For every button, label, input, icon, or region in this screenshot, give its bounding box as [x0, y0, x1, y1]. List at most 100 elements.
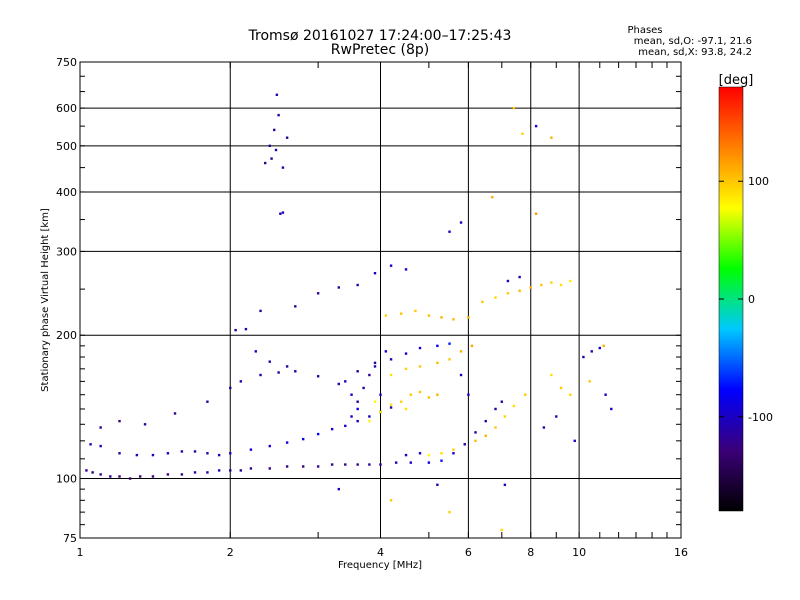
data-point — [193, 450, 197, 453]
plot-frame — [79, 61, 682, 539]
data-point — [275, 93, 279, 96]
data-point — [503, 415, 507, 418]
data-point — [598, 346, 601, 350]
data-point — [500, 400, 504, 403]
data-point — [542, 426, 546, 429]
data-point — [384, 350, 388, 353]
data-point — [521, 132, 524, 135]
data-point — [452, 452, 455, 455]
data-point — [409, 461, 412, 464]
data-point — [166, 473, 170, 476]
data-point — [474, 439, 477, 443]
data-point — [118, 452, 121, 455]
data-point — [573, 439, 576, 443]
data-point — [440, 452, 443, 455]
data-point — [555, 415, 558, 418]
data-point — [494, 426, 497, 429]
data-point — [418, 346, 422, 350]
phase-stats-o-mode: mean, sd,O: -97.1, 21.6 — [634, 36, 752, 47]
data-point — [166, 452, 170, 455]
data-point — [301, 437, 305, 441]
data-point — [316, 375, 320, 378]
data-point — [180, 473, 184, 476]
data-point — [459, 373, 463, 377]
chart-title: Tromsø 20161027 17:24:00–17:25:43 — [248, 28, 512, 44]
data-point — [470, 344, 474, 348]
colorbar-label: [deg] — [719, 73, 754, 88]
data-point — [559, 283, 563, 287]
data-point — [344, 424, 347, 428]
data-point — [389, 499, 393, 502]
data-point — [254, 350, 257, 353]
data-point — [414, 309, 417, 313]
y-tick-label: 100 — [56, 473, 77, 486]
data-point — [418, 365, 422, 368]
data-point — [550, 136, 553, 139]
phase-stats-box: Phases mean, sd,O: -97.1, 21.6 mean, sd,… — [627, 25, 752, 58]
data-point — [448, 358, 451, 361]
data-point — [316, 292, 320, 295]
data-point — [512, 106, 516, 110]
y-tick-label: 75 — [63, 532, 77, 545]
data-point — [512, 404, 516, 408]
data-point — [135, 453, 139, 457]
data-point — [448, 510, 451, 514]
data-point — [379, 463, 382, 466]
data-point — [494, 296, 497, 299]
data-point — [409, 393, 412, 396]
data-point — [356, 283, 359, 287]
data-point — [206, 400, 209, 403]
data-point — [436, 361, 439, 365]
data-point — [206, 452, 209, 455]
data-point — [389, 264, 393, 267]
data-point — [404, 367, 408, 371]
data-point — [427, 314, 431, 317]
data-point — [494, 407, 497, 411]
data-point — [384, 314, 388, 317]
data-point — [268, 467, 271, 470]
y-tick-label: 600 — [56, 102, 77, 115]
data-point — [379, 410, 382, 414]
data-point — [249, 448, 253, 451]
data-point — [128, 477, 132, 480]
data-point — [440, 316, 443, 319]
grid-lines — [80, 62, 681, 538]
data-point — [404, 268, 408, 271]
data-point — [229, 469, 232, 472]
data-point — [264, 161, 267, 165]
data-point — [368, 463, 371, 466]
data-point — [277, 113, 280, 117]
data-point — [448, 342, 451, 345]
data-point — [356, 419, 359, 423]
data-point — [368, 419, 371, 423]
data-point — [534, 212, 538, 215]
data-point — [550, 373, 553, 377]
data-point — [274, 148, 278, 152]
data-point — [285, 365, 289, 368]
data-point — [229, 452, 232, 455]
data-point — [506, 279, 510, 283]
data-point — [518, 289, 521, 292]
data-point — [99, 426, 102, 429]
data-point — [368, 415, 371, 418]
data-point — [389, 406, 393, 409]
data-point — [91, 471, 94, 474]
data-point — [582, 355, 585, 359]
x-axis-label: Frequency [MHz] — [338, 560, 422, 571]
data-point — [463, 443, 466, 446]
x-tick-label: 16 — [674, 546, 688, 559]
data-point — [389, 358, 393, 361]
data-point — [588, 380, 591, 383]
data-point — [379, 393, 382, 396]
data-point — [337, 382, 341, 386]
data-point — [330, 463, 334, 466]
data-point — [418, 452, 422, 455]
data-point — [285, 465, 289, 468]
data-point — [350, 415, 353, 418]
data-point — [506, 292, 510, 295]
data-point — [180, 450, 184, 453]
data-point — [268, 144, 271, 148]
data-point — [540, 283, 543, 287]
data-point — [151, 453, 155, 457]
